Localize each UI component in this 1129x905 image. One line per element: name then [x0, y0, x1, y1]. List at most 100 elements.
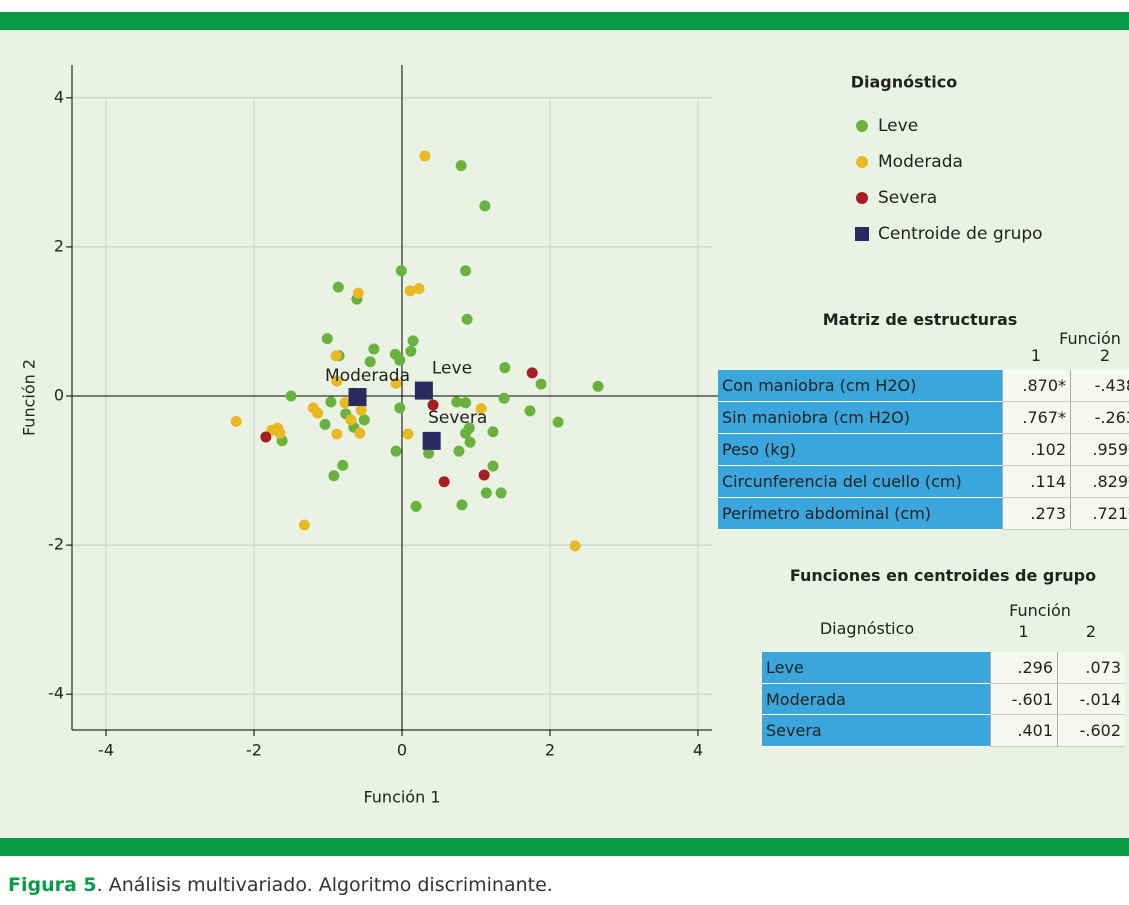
row-label: Con maniobra (cm H2O): [718, 370, 1002, 402]
legend-label: Leve: [878, 116, 918, 136]
centroid-label: Moderada: [325, 366, 410, 386]
column-header: 1: [1018, 622, 1029, 641]
legend-swatch: [856, 156, 868, 168]
point: [394, 354, 406, 366]
point: [487, 426, 499, 438]
y-tick-label: 4: [54, 87, 64, 106]
group-header: Función: [1059, 329, 1121, 348]
point: [339, 397, 351, 409]
legend-title: Diagnóstico: [851, 73, 958, 92]
point: [498, 392, 510, 404]
centroid: [414, 381, 433, 400]
y-tick-label: -4: [48, 684, 64, 703]
point: [569, 540, 581, 552]
point: [407, 335, 419, 347]
cell-value: .767*: [1002, 402, 1070, 434]
cell-value: .870*: [1002, 370, 1070, 402]
point: [438, 476, 450, 488]
cell-value: .296: [990, 652, 1057, 684]
point: [325, 396, 337, 408]
column-header: 1: [1030, 346, 1042, 365]
legend-label: Centroide de grupo: [878, 224, 1043, 244]
point: [364, 356, 376, 368]
point: [455, 160, 467, 172]
point: [274, 427, 286, 439]
point: [395, 265, 407, 277]
point: [331, 375, 343, 387]
row-label: Severa: [762, 715, 990, 747]
point: [230, 415, 242, 427]
row-label: Leve: [762, 652, 990, 684]
centroid: [422, 431, 441, 450]
point: [345, 414, 357, 426]
cell-value: -.014: [1057, 683, 1125, 715]
point: [354, 427, 366, 439]
cell-value: .721*: [1070, 498, 1129, 530]
y-tick-label: 2: [54, 236, 64, 255]
point: [456, 499, 468, 511]
table-title: Funciones en centroides de grupo: [789, 566, 1097, 585]
point: [480, 487, 492, 499]
legend-swatch: [856, 120, 868, 132]
x-tick-label: -2: [246, 741, 262, 760]
row-label: Moderada: [762, 683, 990, 715]
row-header: Diagnóstico: [819, 619, 915, 638]
point: [460, 427, 472, 439]
point: [460, 397, 472, 409]
point: [487, 460, 499, 472]
point: [358, 414, 370, 426]
point: [390, 445, 402, 457]
point: [321, 333, 333, 345]
point: [337, 459, 349, 471]
bottom-bar: [0, 838, 1129, 856]
point: [464, 436, 476, 448]
point: [419, 150, 431, 162]
caption: Figura 5. Análisis multivariado. Algorit…: [8, 874, 553, 896]
point: [526, 367, 538, 379]
point: [535, 378, 547, 390]
column-header: 2: [1085, 622, 1097, 641]
column-header: 2: [1099, 346, 1111, 365]
point: [298, 519, 310, 531]
point: [410, 500, 422, 512]
point: [394, 402, 406, 414]
legend-label: Severa: [878, 188, 937, 208]
point: [331, 428, 343, 440]
cell-value: -.602: [1057, 715, 1125, 747]
cell-value: .114: [1002, 466, 1070, 498]
point: [479, 200, 491, 212]
point: [404, 285, 416, 297]
point: [285, 390, 297, 402]
centroid-label: Severa: [428, 408, 487, 428]
point: [423, 447, 435, 459]
point: [330, 350, 342, 362]
point: [368, 343, 380, 355]
point: [402, 428, 414, 440]
row-label: Circunferencia del cuello (cm): [718, 466, 1002, 498]
point: [499, 362, 511, 374]
row-label: Sin maniobra (cm H2O): [718, 402, 1002, 434]
x-axis-label: Función 1: [363, 788, 440, 807]
y-tick-label: -2: [48, 535, 64, 554]
point: [312, 407, 324, 419]
point: [478, 469, 490, 481]
point: [260, 431, 272, 443]
cell-value: .959*: [1070, 434, 1129, 466]
y-axis-label: Función 2: [20, 359, 39, 436]
legend-label: Moderada: [878, 152, 963, 172]
cell-value: -.601: [990, 683, 1057, 715]
point: [319, 418, 331, 430]
point: [405, 345, 417, 357]
point: [460, 265, 472, 277]
centroid-label: Leve: [432, 359, 472, 379]
cell-value: .273: [1002, 498, 1070, 530]
point: [427, 399, 439, 411]
cell-value: .401: [990, 715, 1057, 747]
group-header: Función: [1009, 601, 1071, 620]
point: [461, 313, 473, 325]
table-title: Matriz de estructuras: [822, 310, 1018, 329]
point: [552, 416, 564, 428]
point: [524, 405, 536, 417]
